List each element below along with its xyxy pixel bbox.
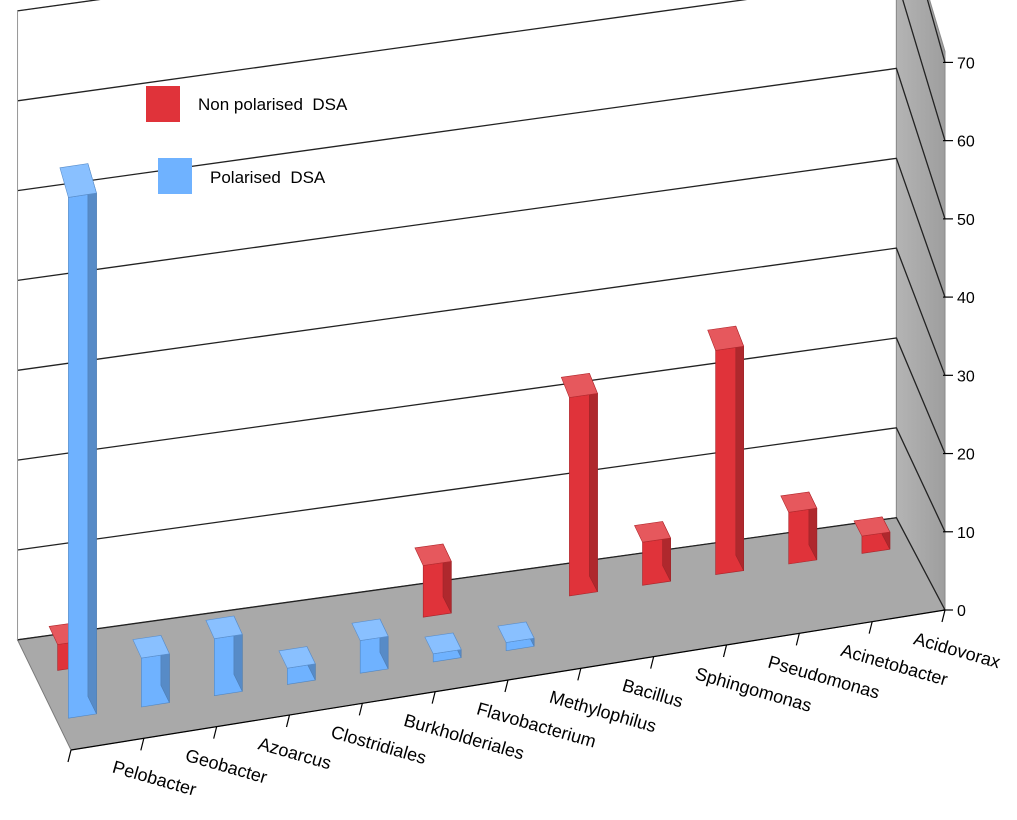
bar	[780, 491, 818, 565]
bar	[424, 632, 462, 663]
x-tick-mark	[140, 738, 145, 751]
bar	[560, 372, 598, 597]
y-tick-label: 40	[957, 290, 975, 307]
bar	[414, 543, 452, 618]
x-tick-mark	[577, 668, 582, 681]
gridline	[17, 516, 946, 641]
legend-label-non-polarised: Non polarised DSA	[198, 95, 348, 114]
y-tick-label: 60	[957, 134, 975, 151]
x-tick-mark	[868, 621, 873, 634]
x-tick-mark	[285, 714, 291, 728]
x-tick-mark	[795, 633, 800, 646]
x-tick-mark	[431, 691, 436, 704]
gridline	[17, 157, 946, 298]
gridline	[17, 0, 946, 141]
x-tick-mark	[941, 609, 946, 623]
bar	[634, 521, 672, 586]
bar	[351, 618, 389, 674]
x-tick-mark	[358, 703, 363, 716]
gridline	[17, 337, 946, 461]
bar	[707, 325, 745, 575]
y-tick-label: 50	[957, 212, 975, 229]
y-axis-ticks: 0 10 20 30 40 50 60 70	[943, 55, 975, 620]
gridline	[17, 247, 946, 376]
x-tick-mark	[722, 644, 728, 658]
bars	[48, 163, 891, 719]
gridline	[17, 427, 946, 551]
bar	[205, 615, 243, 697]
bar	[278, 646, 316, 685]
legend-swatch-polarised	[158, 158, 192, 194]
x-category-label: Bacillus	[620, 675, 685, 711]
gridline	[17, 0, 946, 63]
x-tick-mark	[213, 726, 218, 739]
gridline	[17, 67, 946, 220]
y-tick-label: 10	[957, 525, 975, 542]
y-tick-label: 0	[957, 603, 966, 620]
legend-label-polarised: Polarised DSA	[210, 168, 326, 187]
x-tick-mark	[650, 656, 655, 669]
legend-swatch-non-polarised	[146, 86, 180, 122]
bar	[853, 516, 891, 554]
y-tick-label: 30	[957, 368, 975, 385]
bar	[132, 635, 170, 708]
y-tick-label: 70	[957, 55, 975, 72]
bar	[497, 621, 535, 652]
legend: Non polarised DSA Polarised DSA	[146, 86, 348, 194]
gridlines	[17, 0, 946, 641]
x-tick-mark	[67, 749, 72, 763]
bar	[59, 163, 97, 719]
x-tick-mark	[504, 679, 509, 693]
y-tick-label: 20	[957, 447, 975, 464]
